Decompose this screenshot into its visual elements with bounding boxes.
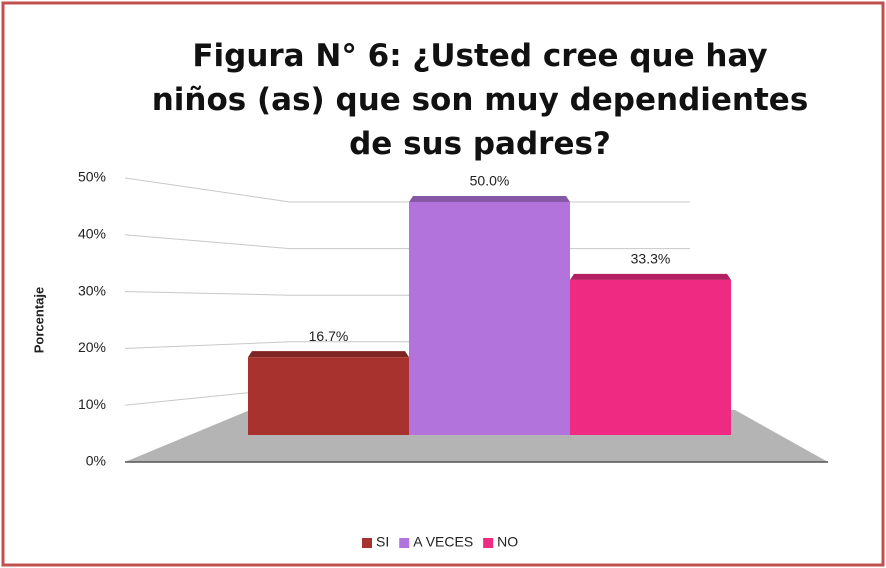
chart-title: Figura N° 6: ¿Usted cree que hay niños (… xyxy=(151,38,809,162)
y-axis-label: Porcentaje xyxy=(31,287,46,353)
y-tick-label: 0% xyxy=(86,453,106,469)
y-tick-label: 10% xyxy=(78,396,106,412)
y-tick-label: 40% xyxy=(78,226,106,242)
legend-swatch xyxy=(483,538,494,548)
y-tick-label: 50% xyxy=(78,169,106,185)
legend-label: A VECES xyxy=(413,534,473,550)
y-tick-label: 20% xyxy=(78,339,106,355)
bar xyxy=(248,357,409,435)
legend-label: NO xyxy=(497,534,518,550)
bar-top xyxy=(570,273,731,280)
legend-label: SI xyxy=(376,534,389,550)
bar xyxy=(570,279,731,435)
y-tick-label: 30% xyxy=(78,282,106,298)
bar-top xyxy=(248,351,409,358)
legend-swatch xyxy=(399,538,410,548)
value-label: 50.0% xyxy=(470,173,510,189)
value-label: 16.7% xyxy=(309,328,349,344)
legend-swatch xyxy=(362,538,372,548)
bar xyxy=(409,202,570,435)
bar-top xyxy=(409,196,570,202)
value-label: 33.3% xyxy=(631,251,671,267)
